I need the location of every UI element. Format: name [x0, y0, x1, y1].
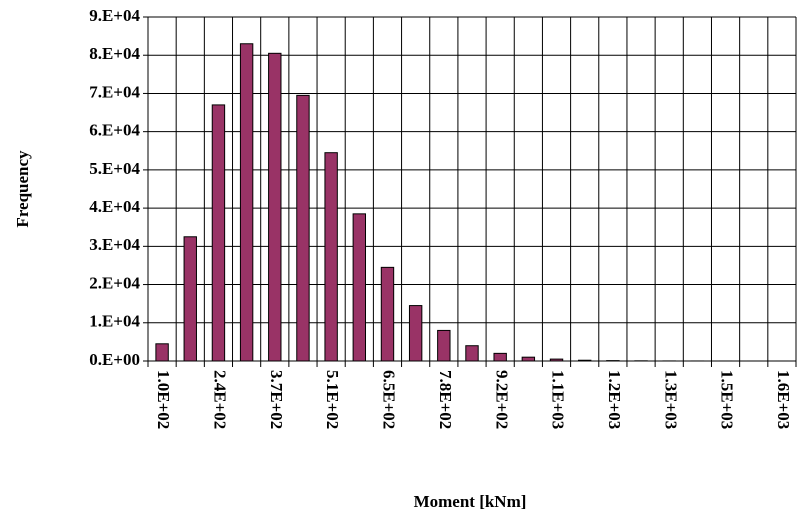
x-tick-label: 6.5E+02: [380, 370, 399, 429]
y-tick-label: 8.E+04: [89, 44, 140, 63]
x-tick-label: 1.1E+03: [549, 370, 568, 429]
y-tick-label: 0.E+00: [89, 350, 140, 369]
bar: [239, 43, 254, 362]
x-tick-label: 2.4E+02: [211, 370, 230, 429]
x-tick-label: 5.1E+02: [323, 370, 342, 429]
x-tick-label: 1.6E+03: [774, 370, 793, 429]
bar: [465, 345, 479, 362]
bar: [352, 213, 367, 362]
y-tick-label: 6.E+04: [89, 121, 140, 140]
x-tick-label: 1.5E+03: [718, 370, 737, 429]
x-tick-label: 7.8E+02: [436, 370, 455, 429]
y-axis-title: Frequency: [13, 150, 32, 228]
x-tick-label: 1.0E+02: [154, 370, 173, 429]
x-axis-title: Moment [kNm]: [414, 492, 527, 511]
bar: [549, 358, 564, 362]
bar: [183, 236, 197, 362]
bar: [493, 352, 507, 362]
bar: [324, 152, 338, 362]
y-tick-label: 3.E+04: [89, 235, 140, 254]
y-tick-label: 5.E+04: [89, 159, 140, 178]
bar: [268, 52, 282, 362]
y-tick-label: 1.E+04: [89, 312, 140, 331]
y-tick-label: 4.E+04: [89, 197, 140, 216]
bar: [437, 329, 451, 362]
bar: [155, 343, 169, 362]
bar: [577, 359, 592, 362]
y-tick-label: 7.E+04: [89, 82, 140, 101]
x-tick-label: 1.3E+03: [661, 370, 680, 429]
bar: [296, 94, 310, 362]
bar: [408, 305, 423, 362]
x-tick-label: 9.2E+02: [492, 370, 511, 429]
x-tick-label: 3.7E+02: [267, 370, 286, 429]
y-tick-label: 2.E+04: [89, 273, 140, 292]
x-tick-label: 1.2E+03: [605, 370, 624, 429]
bar: [380, 266, 395, 362]
bar: [211, 104, 226, 362]
y-tick-label: 9.E+04: [89, 6, 140, 25]
bar: [521, 356, 536, 362]
